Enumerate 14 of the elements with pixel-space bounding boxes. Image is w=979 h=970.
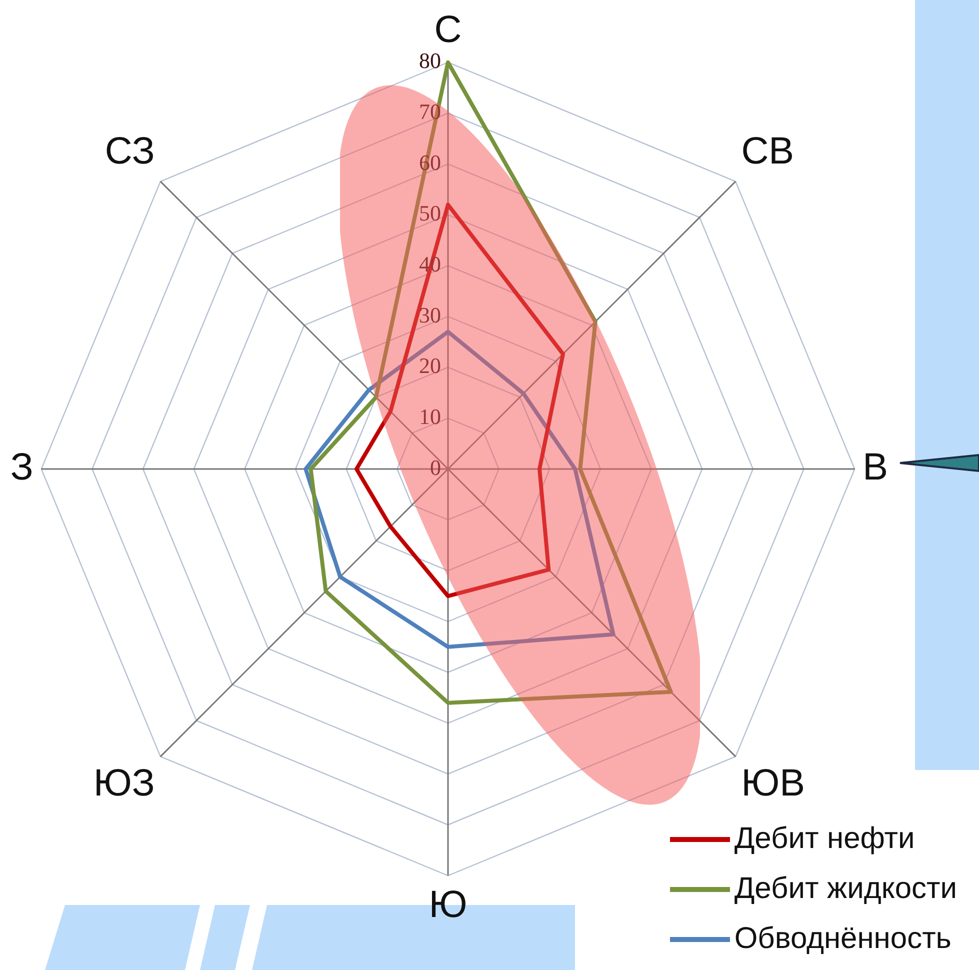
spoke-label: Ю: [428, 884, 468, 926]
y-tick-label: 30: [419, 302, 441, 328]
legend-label: Дебит жидкости: [734, 872, 957, 906]
spoke-label: ЮВ: [741, 762, 805, 804]
y-tick-label: 50: [419, 200, 441, 226]
spoke-label: СВ: [741, 130, 794, 172]
y-tick-label: 20: [419, 353, 441, 378]
y-tick-label: 10: [419, 404, 441, 429]
legend-label: Обводнённость: [734, 922, 952, 956]
spoke-label: ЮЗ: [93, 762, 155, 804]
spoke-label: СЗ: [104, 130, 155, 172]
legend-label: Дебит нефти: [734, 822, 915, 856]
spoke-label: З: [10, 446, 34, 488]
spoke-label: В: [862, 446, 888, 488]
